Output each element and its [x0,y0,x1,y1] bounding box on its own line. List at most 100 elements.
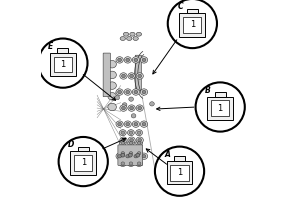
Ellipse shape [129,131,133,134]
Ellipse shape [129,162,133,165]
Ellipse shape [137,152,141,155]
Ellipse shape [140,57,148,63]
Ellipse shape [121,138,125,142]
Circle shape [59,137,108,186]
Ellipse shape [123,32,129,36]
Circle shape [155,147,204,196]
Ellipse shape [136,32,142,36]
Ellipse shape [129,141,133,145]
Text: 1: 1 [60,60,66,69]
Ellipse shape [127,160,134,166]
FancyBboxPatch shape [187,9,198,13]
Ellipse shape [108,93,116,100]
Ellipse shape [142,155,146,158]
Circle shape [196,82,245,132]
Ellipse shape [126,90,130,94]
Ellipse shape [121,141,125,145]
Ellipse shape [120,137,127,143]
Ellipse shape [136,150,143,156]
Ellipse shape [119,130,126,136]
Ellipse shape [127,37,132,40]
Ellipse shape [126,155,130,158]
Ellipse shape [116,89,123,95]
Ellipse shape [133,37,138,40]
Ellipse shape [132,57,140,63]
Ellipse shape [124,89,131,95]
Ellipse shape [132,153,140,159]
Ellipse shape [119,160,126,166]
Ellipse shape [138,74,142,78]
Ellipse shape [129,152,133,155]
Ellipse shape [130,138,134,142]
Ellipse shape [150,102,154,106]
Ellipse shape [108,61,116,68]
Text: B: B [205,86,211,95]
FancyBboxPatch shape [103,53,110,97]
Ellipse shape [134,155,138,158]
Ellipse shape [142,90,146,94]
Ellipse shape [108,103,116,111]
Ellipse shape [137,131,141,134]
Ellipse shape [108,82,116,89]
Ellipse shape [108,71,116,79]
FancyBboxPatch shape [118,145,143,165]
FancyBboxPatch shape [167,161,192,184]
Ellipse shape [134,122,138,126]
Ellipse shape [142,122,146,126]
Ellipse shape [138,106,142,110]
Ellipse shape [129,97,134,101]
Ellipse shape [136,105,143,111]
Ellipse shape [130,32,135,36]
Ellipse shape [118,90,121,94]
FancyBboxPatch shape [135,55,141,90]
Ellipse shape [124,57,131,63]
FancyBboxPatch shape [174,156,185,161]
Ellipse shape [140,121,148,127]
FancyBboxPatch shape [54,56,72,73]
Ellipse shape [138,138,142,142]
Text: D: D [68,140,74,149]
Ellipse shape [121,152,125,155]
Ellipse shape [136,137,143,143]
FancyBboxPatch shape [50,53,76,76]
Ellipse shape [130,106,134,110]
Ellipse shape [128,137,135,143]
FancyBboxPatch shape [207,97,233,120]
Ellipse shape [137,162,141,165]
Text: 1: 1 [190,21,195,30]
FancyBboxPatch shape [70,151,96,175]
Ellipse shape [121,106,125,110]
FancyBboxPatch shape [74,155,92,171]
Ellipse shape [124,121,131,127]
Ellipse shape [127,150,134,156]
FancyBboxPatch shape [170,165,189,181]
Text: C: C [177,2,183,11]
Ellipse shape [131,114,136,118]
Ellipse shape [121,131,125,134]
Text: 1: 1 [80,159,86,168]
Ellipse shape [118,122,121,126]
Ellipse shape [132,89,140,95]
Ellipse shape [119,140,126,146]
Ellipse shape [118,58,121,62]
Ellipse shape [120,73,127,79]
Ellipse shape [136,73,143,79]
Ellipse shape [122,103,127,107]
Text: 1: 1 [218,104,223,113]
Ellipse shape [130,74,134,78]
Ellipse shape [134,90,138,94]
Ellipse shape [115,95,120,100]
Ellipse shape [136,153,140,157]
Ellipse shape [121,162,125,165]
Ellipse shape [120,105,127,111]
Ellipse shape [121,153,125,157]
Ellipse shape [126,58,130,62]
Ellipse shape [132,121,140,127]
Ellipse shape [118,155,121,158]
Ellipse shape [116,57,123,63]
FancyBboxPatch shape [215,92,226,97]
Ellipse shape [126,122,130,126]
Ellipse shape [127,140,134,146]
Ellipse shape [136,160,143,166]
Ellipse shape [124,153,131,159]
